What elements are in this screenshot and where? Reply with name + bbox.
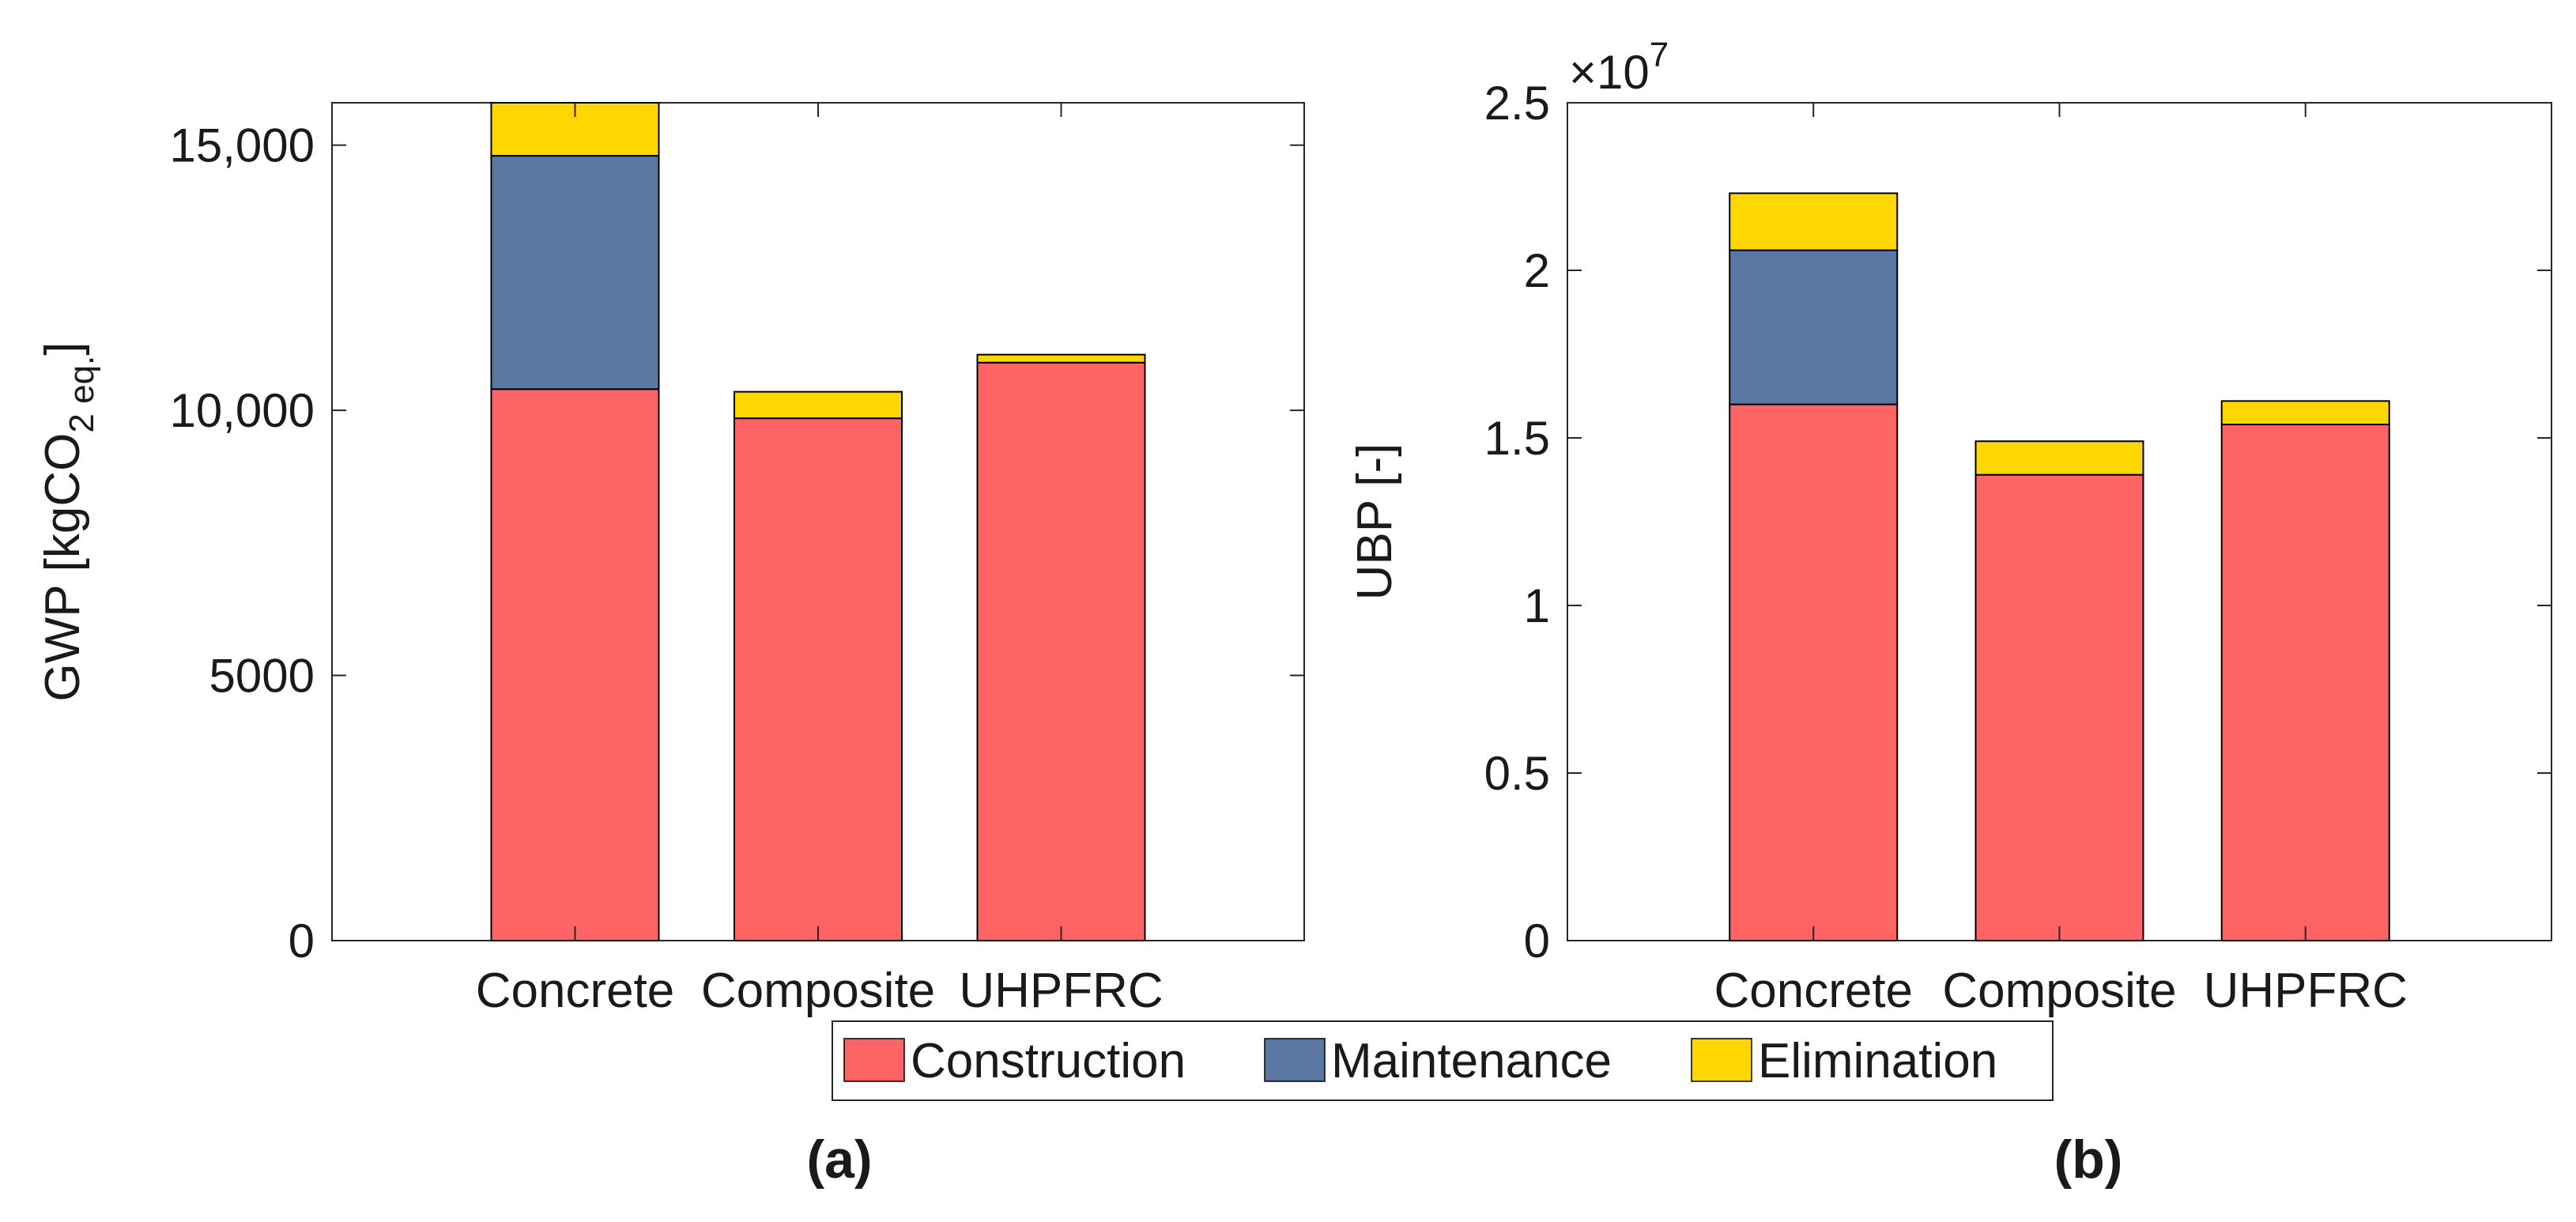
- y-tick-label: 1: [1524, 579, 1550, 632]
- panel-a-y-axis-label-end: ]: [36, 341, 90, 355]
- legend-box: [832, 1020, 2054, 1101]
- panel-a-y-axis-label-subscript: 2 eq.: [62, 356, 101, 433]
- y-tick-label: 0.5: [1484, 747, 1550, 800]
- y-tick-label: 1.5: [1484, 412, 1550, 465]
- legend-swatch-construction: [843, 1038, 905, 1082]
- panel-b-y-exponent-power: 7: [1650, 36, 1669, 74]
- bar-maintenance-concrete: [490, 155, 660, 390]
- y-tick-label: 15,000: [169, 119, 315, 172]
- x-tick-label: Concrete: [1714, 964, 1913, 1018]
- bar-construction-composite: [734, 417, 903, 941]
- bar-elimination-composite: [1974, 440, 2144, 476]
- x-tick-label: Composite: [701, 964, 935, 1018]
- y-tick-label: 0: [289, 915, 315, 967]
- panel-a-y-ticks: 0 5000 10,000 15,000: [169, 119, 1304, 967]
- x-tick-label: UHPFRC: [959, 964, 1163, 1018]
- bar-construction-uhpfrc: [976, 361, 1146, 941]
- legend-label-construction: Construction: [911, 1034, 1186, 1088]
- panel-a-label: (a): [806, 1130, 872, 1190]
- y-tick-label: 10,000: [169, 384, 315, 437]
- panel-a-chart: 0 5000 10,000 15,000 Concrete Composite UHPFR…: [36, 102, 1305, 1190]
- bar-construction-uhpfrc: [2220, 424, 2390, 941]
- panel-b-x-ticks: Concrete Composite UHPFRC: [1714, 103, 2408, 1018]
- bar-construction-concrete: [490, 388, 660, 941]
- panel-b-y-ticks: 0 0.5 1 1.5 2 2.5: [1484, 77, 2551, 967]
- y-tick-label: 2.5: [1484, 77, 1550, 130]
- panel-b-chart: 0 0.5 1 1.5 2 2.5 Concrete Composite UHPFRC ×10…: [1348, 36, 2552, 1190]
- x-tick-label: Composite: [1942, 964, 2176, 1018]
- legend-swatch-maintenance: [1264, 1038, 1326, 1082]
- bar-construction-composite: [1974, 473, 2144, 941]
- legend: Construction Maintenance Elimination: [832, 1020, 2054, 1101]
- y-tick-label: 0: [1524, 915, 1550, 967]
- panel-a-y-axis-label: GWP [kgCO2 eq.]: [36, 341, 101, 701]
- panel-b-y-exponent-base: ×10: [1569, 46, 1650, 99]
- bar-elimination-concrete: [1729, 192, 1899, 251]
- bar-construction-concrete: [1729, 403, 1899, 942]
- legend-label-elimination: Elimination: [1758, 1034, 1997, 1088]
- y-tick-label: 2: [1524, 244, 1550, 297]
- bar-elimination-concrete: [490, 102, 660, 157]
- panel-b-y-axis-label: UBP [-]: [1348, 443, 1402, 601]
- bar-maintenance-concrete: [1729, 249, 1899, 405]
- y-tick-label: 5000: [209, 650, 315, 703]
- x-tick-label: UHPFRC: [2204, 964, 2408, 1018]
- bar-elimination-composite: [734, 390, 903, 420]
- panel-b-label: (b): [2054, 1130, 2123, 1190]
- bar-elimination-uhpfrc: [976, 353, 1146, 364]
- x-tick-label: Concrete: [476, 964, 675, 1018]
- panel-b-y-exponent: ×107: [1569, 36, 1669, 99]
- panel-a-x-ticks: Concrete Composite UHPFRC: [476, 103, 1164, 1018]
- legend-label-maintenance: Maintenance: [1331, 1034, 1612, 1088]
- bar-elimination-uhpfrc: [2220, 400, 2390, 426]
- panel-b-bars: [1729, 192, 2390, 942]
- panel-a-y-axis-label-main: GWP [kgCO: [36, 433, 90, 702]
- panel-a-bars: [490, 102, 1146, 941]
- legend-swatch-elimination: [1691, 1038, 1752, 1082]
